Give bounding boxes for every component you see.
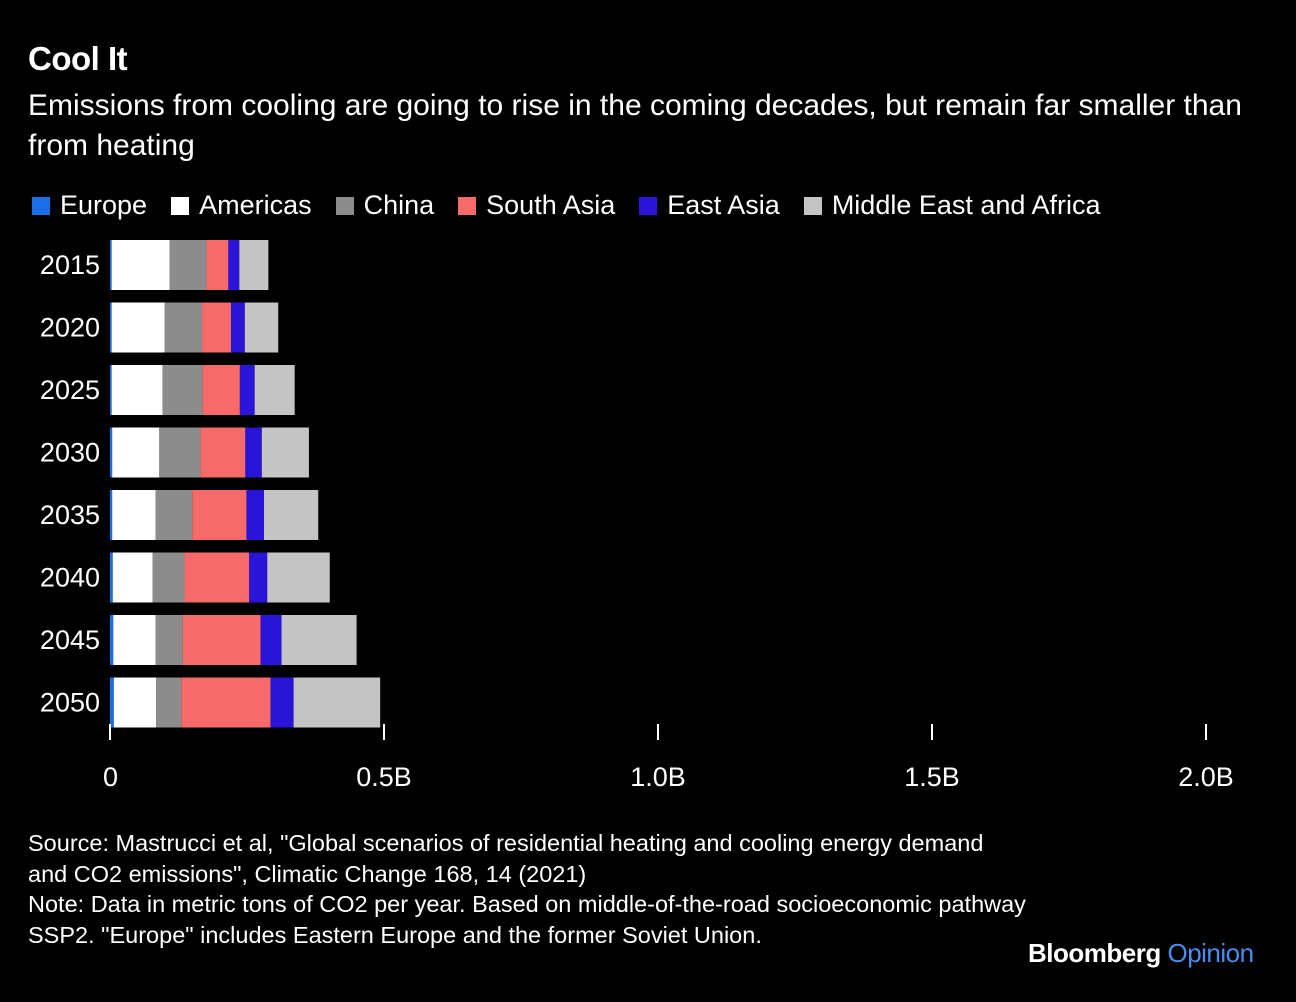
category-label-2015: 2015: [40, 250, 100, 280]
bar-south-asia-2025: [202, 365, 240, 415]
x-tick-label: 1.0B: [630, 762, 686, 792]
bar-china-2025: [162, 365, 203, 415]
bar-middle-east-and-africa-2040: [267, 552, 330, 603]
bar-middle-east-and-africa-2020: [244, 302, 279, 353]
stacked-bar-chart: 2015 2020 2025 2030 2035 2040 2045 2050 0 0.5B 1.0…: [40, 240, 1234, 792]
chart-legend: Europe Americas China South Asia East Asia Mi…: [32, 190, 1124, 221]
bar-middle-east-and-africa-2025: [254, 365, 295, 415]
legend-item-europe: Europe: [32, 190, 147, 221]
category-label-2045: 2045: [40, 625, 100, 655]
source-text: Source: Mastrucci et al, "Global scenari…: [28, 830, 984, 887]
bar-china-2040: [152, 552, 185, 603]
bar-americas-2035: [112, 490, 156, 540]
bar-europe-2045: [110, 615, 114, 665]
legend-item-south-asia: South Asia: [458, 190, 615, 221]
bar-east-asia-2035: [246, 490, 264, 540]
legend-swatch-europe: [32, 196, 50, 215]
legend-swatch-middle-east-and-africa: [803, 196, 822, 215]
bar-europe-2015: [110, 240, 112, 290]
bar-europe-2050: [110, 677, 114, 728]
bar-east-asia-2020: [231, 302, 245, 353]
bar-china-2030: [159, 427, 201, 478]
bar-south-asia-2050: [181, 677, 271, 728]
legend-label: Middle East and Africa: [831, 190, 1101, 220]
category-label-2020: 2020: [40, 313, 100, 343]
x-tick-label: 1.5B: [904, 762, 960, 792]
legend-item-china: China: [335, 190, 435, 221]
legend-item-middle-east-and-africa: Middle East and Africa: [803, 190, 1101, 221]
bar-china-2020: [164, 302, 203, 353]
bar-east-asia-2025: [239, 365, 255, 415]
bar-middle-east-and-africa-2035: [263, 490, 319, 540]
x-tick-label: 0: [103, 762, 118, 792]
category-label-2025: 2025: [40, 375, 100, 405]
legend-label: Europe: [60, 190, 148, 220]
bar-south-asia-2030: [200, 427, 246, 478]
legend-label: Americas: [199, 190, 312, 220]
legend-swatch-east-asia: [639, 196, 658, 215]
note-text: Note: Data in metric tons of CO2 per yea…: [28, 891, 1026, 948]
bar-middle-east-and-africa-2050: [293, 677, 381, 728]
bar-south-asia-2045: [182, 615, 261, 665]
legend-label: East Asia: [667, 190, 780, 220]
bar-south-asia-2040: [184, 552, 250, 603]
bar-china-2045: [155, 615, 183, 665]
category-label-2040: 2040: [40, 563, 100, 593]
x-tick-label: 2.0B: [1178, 762, 1234, 792]
brand-suffix: Opinion: [1167, 938, 1254, 968]
bar-china-2035: [155, 490, 193, 540]
bar-china-2050: [156, 677, 182, 728]
legend-swatch-americas: [171, 196, 190, 215]
bar-americas-2020: [111, 302, 165, 353]
x-tick-label: 0.5B: [356, 762, 412, 792]
bar-south-asia-2015: [206, 240, 229, 290]
legend-item-americas: Americas: [171, 190, 312, 221]
bar-east-asia-2015: [228, 240, 240, 290]
legend-item-east-asia: East Asia: [639, 190, 780, 221]
chart-title: Cool It: [28, 40, 128, 77]
bar-east-asia-2045: [260, 615, 282, 665]
bar-europe-2030: [110, 427, 113, 478]
bar-europe-2020: [110, 302, 112, 353]
legend-swatch-south-asia: [458, 196, 477, 215]
bar-middle-east-and-africa-2015: [239, 240, 269, 290]
legend-label: China: [363, 190, 435, 220]
bar-east-asia-2030: [245, 427, 262, 478]
brand-name: Bloomberg: [1028, 938, 1161, 968]
bar-americas-2025: [111, 365, 163, 415]
bar-americas-2050: [113, 677, 157, 728]
chart-subtitle: Emissions from cooling are going to rise…: [28, 89, 1242, 162]
bar-middle-east-and-africa-2045: [281, 615, 357, 665]
bar-americas-2040: [112, 552, 153, 603]
source-notes: Source: Mastrucci et al, "Global scenari…: [28, 828, 1028, 950]
bar-europe-2040: [110, 552, 113, 603]
bar-americas-2015: [111, 240, 170, 290]
bar-south-asia-2035: [192, 490, 247, 540]
bar-americas-2030: [112, 427, 160, 478]
bar-europe-2025: [110, 365, 112, 415]
bar-south-asia-2020: [202, 302, 232, 353]
bar-china-2015: [169, 240, 207, 290]
legend-label: South Asia: [486, 190, 616, 220]
bar-east-asia-2050: [270, 677, 294, 728]
category-label-2050: 2050: [40, 688, 100, 718]
legend-swatch-china: [335, 196, 354, 215]
bar-europe-2035: [110, 490, 113, 540]
category-label-2035: 2035: [40, 500, 100, 530]
bar-americas-2045: [113, 615, 156, 665]
bar-east-asia-2040: [249, 552, 268, 603]
bar-middle-east-and-africa-2030: [261, 427, 309, 478]
category-label-2030: 2030: [40, 438, 100, 468]
brand-logo: Bloomberg Opinion: [1028, 938, 1254, 969]
